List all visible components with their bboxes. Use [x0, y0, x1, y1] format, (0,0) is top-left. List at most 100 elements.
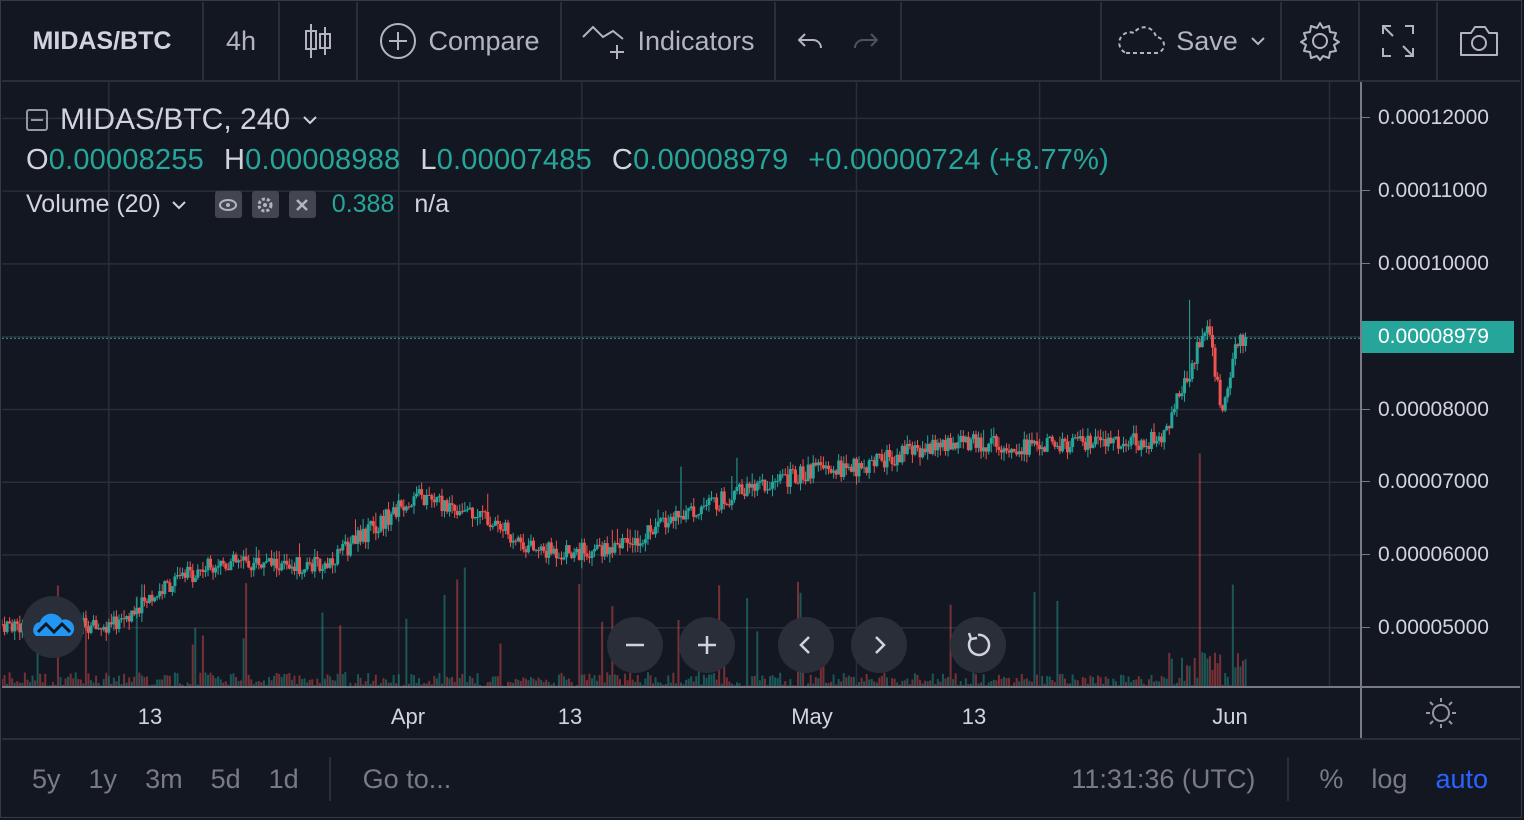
- volume-bar: [964, 678, 967, 686]
- chevron-down-icon[interactable]: [302, 114, 318, 126]
- range-3m-button[interactable]: 3m: [145, 763, 183, 794]
- volume-bar: [357, 674, 360, 686]
- volume-bar: [438, 673, 441, 686]
- volume-bar: [163, 675, 166, 686]
- candle-body: [224, 563, 228, 569]
- candle-body: [1002, 448, 1006, 453]
- camera-icon: [1460, 26, 1498, 56]
- time-axis[interactable]: 13 Apr 13 May 13 Jun: [2, 686, 1360, 738]
- chart-type-button[interactable]: [280, 2, 358, 80]
- eye-icon[interactable]: [214, 191, 242, 218]
- volume-bar: [545, 679, 548, 686]
- candle-body: [664, 517, 668, 528]
- candle-body: [132, 610, 136, 615]
- volume-bar: [1002, 676, 1005, 686]
- legend-collapse-button[interactable]: [26, 109, 48, 131]
- reset-chart-button[interactable]: [950, 617, 1006, 673]
- minus-icon: [626, 643, 644, 647]
- range-1d-button[interactable]: 1d: [268, 763, 299, 794]
- volume-bar: [987, 682, 990, 686]
- candle-body: [407, 506, 411, 508]
- volume-bar: [1196, 677, 1199, 686]
- axis-settings-button[interactable]: [1360, 686, 1520, 738]
- volume-bar: [1175, 682, 1178, 686]
- candle-body: [977, 437, 981, 448]
- candle-body: [1139, 440, 1143, 450]
- volume-bar: [725, 677, 728, 686]
- candle-body: [875, 454, 879, 467]
- range-5d-button[interactable]: 5d: [210, 763, 241, 794]
- zoom-in-button[interactable]: [679, 617, 735, 673]
- undo-icon[interactable]: [795, 26, 825, 56]
- candle-body: [992, 435, 996, 438]
- volume-bar: [606, 672, 609, 686]
- volume-bar: [44, 673, 47, 686]
- candle-body: [559, 557, 563, 560]
- compare-button[interactable]: Compare: [358, 2, 562, 80]
- volume-bar: [125, 682, 128, 686]
- price-tick: [1362, 481, 1370, 482]
- ohlc-values: O 0.00008255 H 0.00008988 L 0.00007485 C 0.0…: [26, 140, 1129, 180]
- legend-title[interactable]: MIDAS/BTC, 240: [60, 103, 291, 136]
- candle-body: [916, 445, 920, 448]
- redo-icon[interactable]: [851, 26, 881, 56]
- price-chart[interactable]: [2, 82, 1360, 686]
- scroll-right-button[interactable]: [851, 617, 907, 673]
- fullscreen-button[interactable]: [1360, 2, 1438, 80]
- volume-label[interactable]: Volume (20): [26, 190, 161, 218]
- volume-bar: [680, 682, 682, 686]
- range-5y-button[interactable]: 5y: [32, 763, 61, 794]
- candle-body: [687, 508, 691, 511]
- volume-bar: [641, 685, 644, 686]
- volume-bar: [306, 682, 309, 686]
- scroll-left-button[interactable]: [778, 617, 834, 673]
- chevron-down-icon[interactable]: [171, 199, 187, 211]
- indicators-button[interactable]: Indicators: [562, 2, 776, 80]
- volume-bar: [1206, 658, 1209, 686]
- volume-bar: [1168, 652, 1171, 686]
- percent-scale-button[interactable]: %: [1319, 763, 1344, 794]
- volume-bar: [1018, 681, 1021, 686]
- candle-body: [966, 436, 970, 450]
- interval-button[interactable]: 4h: [204, 2, 280, 80]
- candle-body: [160, 591, 164, 595]
- price-axis[interactable]: 0.00012000 0.00011000 0.00010000 0.00008…: [1360, 82, 1520, 686]
- close-icon[interactable]: [288, 191, 316, 218]
- candle-body: [954, 442, 958, 449]
- save-button[interactable]: Save: [1102, 2, 1282, 80]
- toolbar-spacer: [902, 2, 1102, 80]
- settings-button[interactable]: [1282, 2, 1360, 80]
- candle-body: [994, 435, 998, 447]
- candle-body: [412, 496, 416, 506]
- candle-body: [84, 617, 88, 627]
- volume-bar: [692, 681, 695, 686]
- candle-body: [239, 560, 243, 562]
- volume-bar: [112, 677, 115, 686]
- tradingview-logo-button[interactable]: [22, 596, 84, 658]
- candle-body: [359, 530, 363, 542]
- candle-body: [580, 542, 584, 560]
- chart-pane[interactable]: [2, 82, 1360, 686]
- zoom-out-button[interactable]: [607, 617, 663, 673]
- volume-bar: [781, 684, 784, 686]
- range-1y-button[interactable]: 1y: [88, 763, 118, 794]
- log-scale-button[interactable]: log: [1371, 763, 1408, 794]
- candle-body: [921, 448, 925, 458]
- auto-scale-button[interactable]: auto: [1435, 763, 1488, 794]
- candle-body: [381, 515, 385, 529]
- candle-body: [1200, 335, 1204, 348]
- gear-icon[interactable]: [251, 191, 279, 218]
- candle-body: [1137, 445, 1141, 450]
- candle-body: [1043, 447, 1047, 452]
- symbol-search-button[interactable]: MIDAS/BTC: [2, 2, 204, 80]
- volume-bar: [527, 680, 530, 686]
- volume-bar: [957, 684, 960, 686]
- chevron-right-icon: [875, 636, 886, 654]
- candle-body: [1091, 444, 1095, 448]
- volume-bar: [695, 676, 698, 686]
- candle-body: [404, 506, 408, 511]
- snapshot-button[interactable]: [1438, 2, 1520, 80]
- volume-bar: [524, 678, 527, 686]
- utc-clock[interactable]: 11:31:36 (UTC): [1071, 763, 1256, 794]
- goto-button[interactable]: Go to...: [362, 763, 452, 794]
